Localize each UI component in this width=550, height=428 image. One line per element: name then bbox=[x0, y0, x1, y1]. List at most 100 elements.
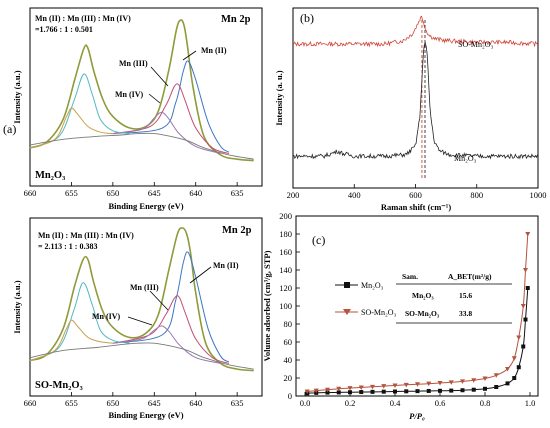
panel-a-bottom-curve-component-1-2 bbox=[29, 319, 113, 361]
panel-c-point-so-mn-o bbox=[392, 383, 398, 388]
panel-a-top-x-label: Binding Energy (eV) bbox=[108, 201, 183, 211]
panel-a-top-arrow-mn2 bbox=[182, 50, 197, 61]
panel-c-curves bbox=[304, 232, 531, 396]
panel-b-label: (b) bbox=[300, 11, 314, 25]
panel-c-frame bbox=[295, 215, 539, 397]
panel-b-series-mn-o bbox=[292, 41, 538, 160]
panel-c-point-so-mn-o bbox=[325, 387, 330, 393]
panel-a-top-curve-mn-iv bbox=[112, 111, 221, 154]
panel-c-legend-so-mn2o3: SO-Mn₂O₃ bbox=[361, 308, 397, 317]
panel-b-x-tick-label: 600 bbox=[409, 190, 422, 200]
panel-a-top-x-tick-label: 660 bbox=[24, 188, 37, 198]
panel-c-y-tick-label: 140 bbox=[279, 265, 292, 275]
panel-a-bottom-y-label: Intensity (a.u.) bbox=[12, 280, 22, 333]
panel-a-top-curves bbox=[29, 19, 254, 162]
panel-c-point-mn-o bbox=[449, 388, 454, 393]
panel-c-point-mn-o bbox=[483, 386, 487, 391]
panel-a-bottom-x-tick-label: 650 bbox=[106, 398, 119, 408]
panel-b-frame bbox=[292, 7, 539, 189]
panel-c-table-row1-sample: Mn₂O₃ bbox=[412, 291, 434, 300]
panel-a-top-frame bbox=[29, 7, 263, 187]
panel-c: 0.0 0.2 0.4 0.6 0.8 1.0 0 20 40 60 80 100 120 140 160… bbox=[262, 211, 539, 421]
panel-b-legend-so-mn2o3: SO-Mn₂O₃ bbox=[458, 40, 494, 49]
panel-c-point-mn-o bbox=[460, 388, 465, 393]
panel-c-point-so-mn-o bbox=[426, 381, 432, 387]
panel-c-point-mn-o bbox=[393, 389, 397, 394]
panel-c-label: (c) bbox=[312, 233, 325, 247]
panel-a-top-x-tick-label: 655 bbox=[65, 188, 78, 198]
panel-c-bet-table: Sam. A_BET(m²/g) Mn₂O₃ 15.6 SO-Mn₂O₃ 33.… bbox=[396, 272, 512, 324]
panel-b: 200 400 600 800 1000 (b) SO-Mn₂O₃ Mn₂O₃ Rama… bbox=[274, 7, 547, 212]
panel-c-point-mn-o bbox=[404, 389, 409, 394]
panel-b-x-label: Raman shift (cm⁻¹) bbox=[381, 202, 451, 212]
panel-c-point-so-mn-o bbox=[520, 304, 526, 309]
panel-c-point-so-mn-o bbox=[381, 384, 387, 389]
panel-c-legend-marker-so-mn2o3 bbox=[343, 309, 351, 315]
panel-c-series-mn-o bbox=[307, 287, 529, 394]
panel-a-bottom-curve-component-3-2 bbox=[29, 282, 130, 361]
panel-c-point-so-mn-o bbox=[482, 376, 488, 381]
panel-a-bottom-x-label: Binding Energy (eV) bbox=[108, 410, 183, 420]
panel-c-y-tick-label: 180 bbox=[279, 229, 292, 239]
panel-a-bottom-curve-mn-iii bbox=[112, 295, 230, 364]
panel-a-top-sample: Mn₂O₃ bbox=[35, 170, 65, 181]
panel-a-bottom-x-tick-label: 655 bbox=[65, 398, 78, 408]
panel-c-point-mn-o bbox=[325, 390, 330, 395]
panel-a-bottom-curve-mn-ii bbox=[112, 251, 230, 363]
panel-a-bottom-arrow-mn3 bbox=[149, 290, 169, 311]
panel-c-legend-mn2o3: Mn₂O₃ bbox=[361, 281, 384, 290]
panel-a-top-ratio-header: Mn (II) : Mn (III) : Mn (IV) bbox=[35, 14, 131, 23]
panel-b-x-tick-label: 1000 bbox=[530, 190, 547, 200]
panel-c-point-mn-o bbox=[336, 390, 341, 395]
panel-c-point-mn-o bbox=[415, 389, 420, 394]
panel-a-bottom-x-tick-label: 635 bbox=[231, 398, 244, 408]
panel-a-bottom-x-tick-label: 660 bbox=[24, 398, 37, 408]
panel-c-table-row1-value: 15.6 bbox=[459, 291, 472, 300]
panel-c-point-so-mn-o bbox=[493, 373, 499, 378]
panel-a-bottom-ratio-values: = 2.113 : 1 : 0.383 bbox=[38, 242, 97, 251]
panel-c-point-so-mn-o bbox=[403, 382, 409, 388]
panel-c-point-mn-o bbox=[370, 389, 375, 394]
panel-c-point-so-mn-o bbox=[370, 384, 375, 390]
panel-c-y-tick-label: 60 bbox=[284, 337, 293, 347]
panel-c-point-so-mn-o bbox=[437, 381, 443, 386]
panel-c-point-mn-o bbox=[525, 286, 530, 290]
panel-c-table-header-abet: A_BET(m²/g) bbox=[448, 272, 492, 281]
panel-c-y-tick-label: 120 bbox=[279, 283, 292, 293]
panel-c-point-mn-o bbox=[426, 388, 431, 393]
panel-a-bottom-curve-envelope bbox=[29, 227, 254, 372]
panel-a-bottom-arrow-mn2 bbox=[189, 266, 212, 284]
panel-a-bottom-peak-label-mn4: Mn (IV) bbox=[92, 312, 121, 321]
panel-c-point-so-mn-o bbox=[523, 268, 528, 273]
panel-a-top-curve-mn-iii bbox=[112, 83, 230, 154]
panel-c-x-label: P/P₀ bbox=[409, 411, 425, 421]
panel-a-top-x-ticks: 660 655 650 645 640 635 bbox=[24, 182, 244, 198]
panel-a-bottom-peak-label-mn3: Mn (III) bbox=[130, 283, 159, 292]
panel-b-x-ticks: 200 400 600 800 1000 bbox=[287, 184, 547, 200]
panel-c-y-tick-label: 20 bbox=[284, 373, 293, 383]
panel-a-top-x-tick-label: 645 bbox=[148, 188, 161, 198]
panel-c-point-so-mn-o bbox=[358, 385, 364, 390]
panel-c-point-so-mn-o bbox=[505, 367, 510, 372]
panel-a-top-curve-component-3-2 bbox=[29, 73, 130, 149]
panel-a-top-arrow-mn4 bbox=[148, 93, 161, 104]
panel-c-point-so-mn-o bbox=[516, 335, 522, 340]
panel-c-x-tick-label: 0.8 bbox=[480, 398, 491, 408]
panel-c-point-so-mn-o bbox=[313, 388, 319, 394]
panel-a-top-curve-component-1-2 bbox=[29, 107, 113, 149]
panel-a-bottom-peak-label-mn2: Mn (II) bbox=[213, 261, 239, 270]
panel-c-y-tick-label: 100 bbox=[279, 301, 292, 311]
panel-b-x-tick-label: 400 bbox=[348, 190, 361, 200]
panel-a-top-peak-label-mn2: Mn (II) bbox=[201, 46, 227, 55]
panel-c-point-so-mn-o bbox=[448, 380, 454, 385]
panel-a-top-peak-label-mn4: Mn (IV) bbox=[115, 90, 144, 99]
panel-c-x-tick-label: 1.0 bbox=[525, 398, 536, 408]
panel-a-bottom-x-tick-label: 640 bbox=[189, 398, 202, 408]
panel-a-bottom-sample: SO-Mn₂O₃ bbox=[35, 380, 83, 391]
panel-a-bottom-curve-background bbox=[29, 342, 254, 370]
panel-c-point-so-mn-o bbox=[304, 389, 310, 394]
panel-c-y-tick-label: 0 bbox=[288, 391, 292, 401]
panel-c-y-label: Volume adsorbed (cm³/g, STP) bbox=[262, 250, 272, 361]
panel-c-legend-marker-mn2o3 bbox=[344, 282, 350, 288]
